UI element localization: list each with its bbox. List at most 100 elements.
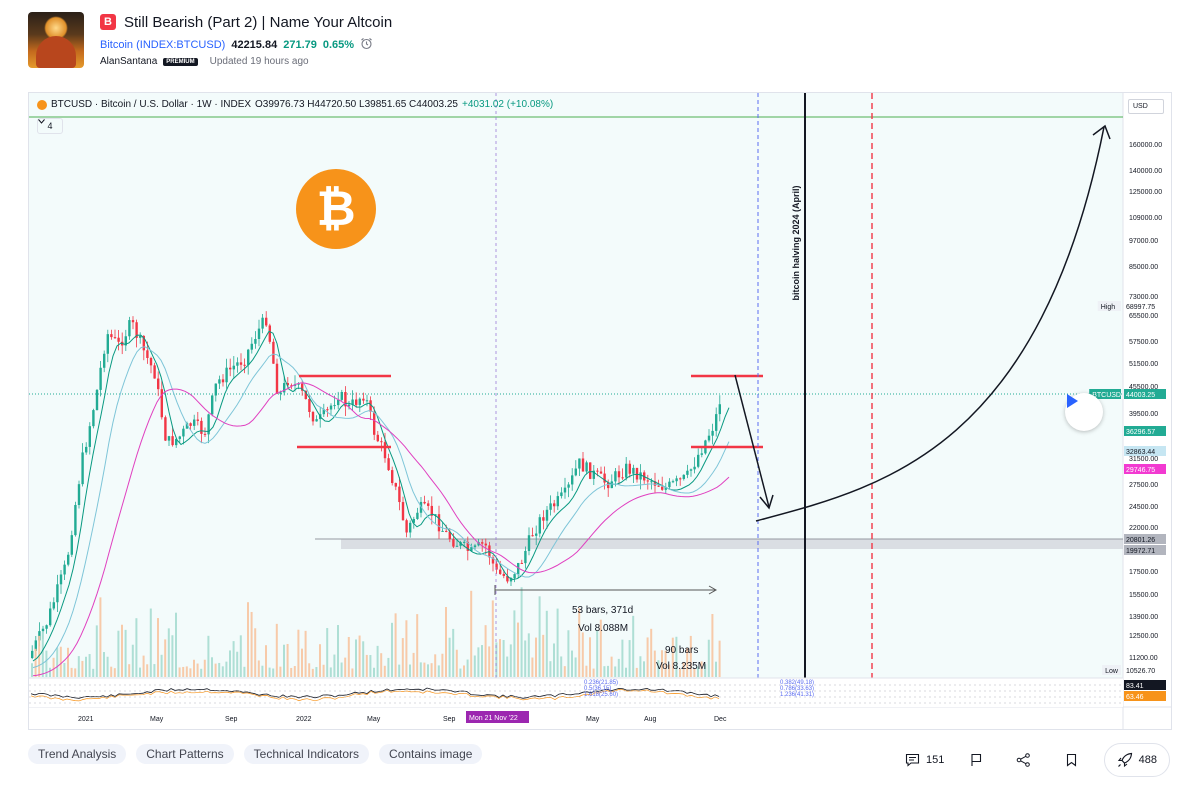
volume-bar [290, 667, 293, 677]
author-avatar[interactable] [28, 12, 84, 68]
volume-bar [103, 652, 105, 677]
candle [203, 433, 207, 435]
price-tick-label: 57500.00 [1129, 339, 1158, 346]
symbol-name[interactable]: Bitcoin [100, 39, 134, 51]
price-marker [1124, 691, 1166, 701]
symbol-code[interactable]: (INDEX:BTCUSD) [136, 39, 226, 51]
candle [218, 379, 221, 384]
candle [297, 383, 300, 385]
volume-bar [304, 630, 307, 677]
candle [103, 353, 106, 368]
candle [520, 562, 523, 564]
chart-image[interactable]: 160000.00 140000.00 125000.00 109000.00 9700… [28, 92, 1172, 730]
candle [517, 562, 520, 575]
volume-bar [499, 639, 501, 677]
price-marker-label: 63.46 [1126, 694, 1144, 701]
volume-bar [301, 648, 303, 677]
candle [250, 343, 253, 350]
volume-bar [664, 650, 667, 677]
price-marker-tag-label: BTCUSD [1092, 392, 1121, 399]
tag-technical-indicators[interactable]: Technical Indicators [243, 744, 370, 764]
interval-toggle[interactable]: 4 [37, 118, 63, 134]
volume-bar [506, 656, 509, 677]
volume-bar [545, 610, 548, 677]
candle [509, 578, 513, 582]
bookmark-button[interactable] [1048, 742, 1096, 778]
play-button[interactable] [1065, 393, 1103, 431]
tag-trend-analysis[interactable]: Trend Analysis [28, 744, 127, 764]
halving-label: bitcoin halving 2024 (April) [791, 185, 801, 300]
fib-level-label: 1.236(41.31) [780, 692, 814, 698]
boost-button[interactable]: 488 [1103, 743, 1170, 777]
symbol-link[interactable]: Bitcoin (INDEX:BTCUSD) [100, 39, 225, 51]
alert-clock-icon[interactable] [360, 37, 373, 53]
tag-chart-patterns[interactable]: Chart Patterns [136, 744, 234, 764]
candle [92, 410, 95, 427]
candle [88, 426, 91, 447]
candle [625, 463, 628, 478]
candle [333, 405, 336, 407]
comments-button[interactable]: 151 [898, 742, 952, 778]
volume-bar [646, 637, 649, 677]
candle [578, 458, 581, 469]
candle [635, 467, 639, 480]
candle [153, 365, 156, 379]
volume-bar [538, 596, 541, 677]
time-tick-label: Sep [225, 716, 238, 723]
volume-bar [383, 665, 386, 677]
share-button[interactable] [1000, 742, 1048, 778]
candle [124, 336, 127, 346]
price-tick-label: 12500.00 [1129, 633, 1158, 640]
candle [322, 409, 325, 415]
candle [38, 631, 41, 641]
candle [236, 362, 239, 366]
candle [77, 484, 81, 505]
volume-bar [567, 630, 570, 677]
volume-bar [160, 654, 163, 677]
support-zone [341, 539, 1123, 549]
candle [607, 482, 610, 489]
volume-bar [679, 668, 681, 677]
price-tick-label: 160000.00 [1129, 142, 1162, 149]
volume-bar [131, 644, 134, 677]
volume-bar [488, 646, 491, 677]
volume-bar [484, 625, 487, 677]
tag-contains-image[interactable]: Contains image [379, 744, 483, 764]
volume-bar [455, 649, 458, 677]
currency-selector[interactable]: USD [1128, 99, 1164, 114]
price-marker-label: 19972.71 [1126, 548, 1155, 555]
candle [495, 563, 498, 570]
author-name[interactable]: AlanSantana [100, 56, 158, 67]
candle [257, 328, 261, 340]
candle [347, 404, 351, 407]
idea-header: B Still Bearish (Part 2) | Name Your Alt… [28, 12, 1168, 70]
candle [261, 317, 264, 329]
price-tick-label: 39500.00 [1129, 411, 1158, 418]
volume-bar [614, 666, 617, 677]
candle [160, 389, 163, 418]
volume-bar [200, 668, 203, 677]
report-button[interactable] [952, 742, 1000, 778]
candle [85, 446, 88, 453]
volume-bar [427, 664, 429, 677]
idea-title: Still Bearish (Part 2) | Name Your Altco… [124, 13, 393, 31]
candle [131, 320, 135, 323]
candle [391, 470, 394, 484]
candle [401, 502, 405, 521]
candle [664, 487, 667, 490]
candle [117, 337, 120, 342]
candle [265, 317, 268, 326]
candle [452, 539, 455, 547]
volume-bar [153, 664, 156, 677]
measure2-vol-label: Vol 8.235M [656, 661, 706, 672]
price-marker-label: 29746.75 [1126, 467, 1155, 474]
candle [405, 520, 408, 533]
price-tick-label: 109000.00 [1129, 215, 1162, 222]
candle [394, 483, 397, 487]
time-tick-label: 2021 [78, 716, 94, 723]
volume-bar [56, 647, 59, 677]
volume-bar [311, 668, 314, 677]
volume-bar [196, 663, 199, 677]
candle [398, 486, 401, 503]
volume-bar [59, 646, 62, 677]
